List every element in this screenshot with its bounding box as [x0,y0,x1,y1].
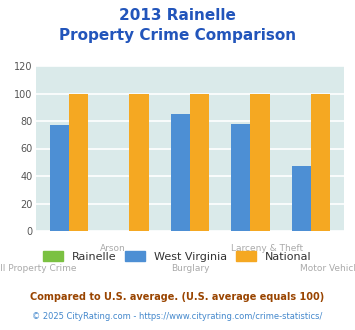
Text: Motor Vehicle Theft: Motor Vehicle Theft [300,264,355,273]
Bar [231,124,250,231]
Bar [190,93,209,231]
Text: Larceny & Theft: Larceny & Theft [231,244,303,253]
Bar [170,114,190,231]
Text: All Property Crime: All Property Crime [0,264,77,273]
Text: © 2025 CityRating.com - https://www.cityrating.com/crime-statistics/: © 2025 CityRating.com - https://www.city… [32,312,323,321]
Text: Burglary: Burglary [171,264,209,273]
Text: Arson: Arson [100,244,126,253]
Text: Compared to U.S. average. (U.S. average equals 100): Compared to U.S. average. (U.S. average … [31,292,324,302]
Bar [130,93,149,231]
Bar [250,93,270,231]
Bar [50,125,69,231]
Bar [311,93,330,231]
Legend: Rainelle, West Virginia, National: Rainelle, West Virginia, National [39,247,316,267]
Text: 2013 Rainelle: 2013 Rainelle [119,8,236,23]
Bar [291,166,311,231]
Text: Property Crime Comparison: Property Crime Comparison [59,28,296,43]
Bar [69,93,88,231]
